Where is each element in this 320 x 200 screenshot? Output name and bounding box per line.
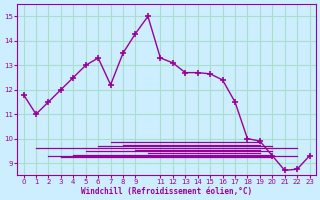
X-axis label: Windchill (Refroidissement éolien,°C): Windchill (Refroidissement éolien,°C): [81, 187, 252, 196]
